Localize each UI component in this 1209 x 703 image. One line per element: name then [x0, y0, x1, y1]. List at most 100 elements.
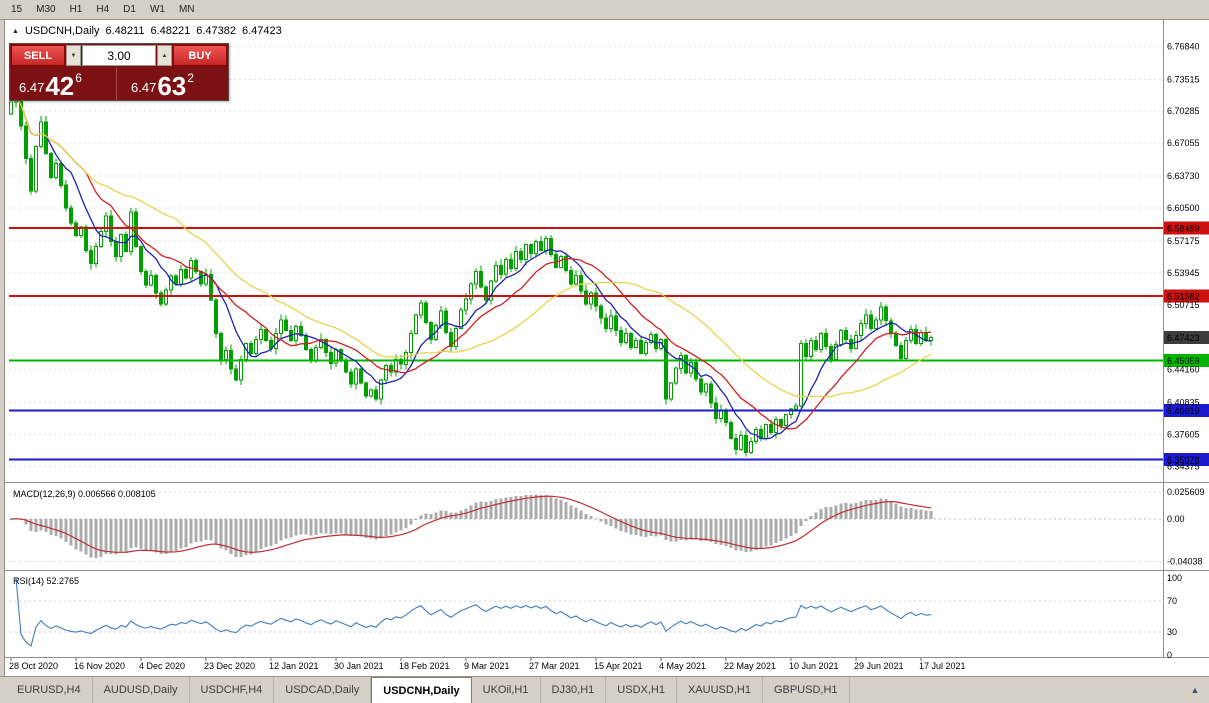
sell-button[interactable]: SELL: [11, 45, 65, 66]
buy-price-sup: 2: [187, 71, 194, 85]
chart-tabbar: EURUSD,H4 AUDUSD,Daily USDCHF,H4 USDCAD,Dai…: [0, 676, 1209, 703]
chart-window: 6.58499 6.51582 6.45059 6.40019 6.35078 6.768…: [4, 20, 1209, 677]
chart-tab-AUDUSD,Daily[interactable]: AUDUSD,Daily: [93, 677, 190, 703]
date-label: 16 Nov 2020: [74, 661, 125, 671]
sell-price-display[interactable]: 6.47 42 6: [10, 67, 116, 100]
svg-text:6.51582: 6.51582: [1167, 292, 1200, 302]
price-tick-label: 6.63730: [1167, 171, 1200, 181]
timeframe-toolbar: 15 M30 H1 H4 D1 W1 MN: [0, 0, 1209, 20]
svg-text:6.47423: 6.47423: [1167, 333, 1200, 343]
candles[interactable]: [9, 84, 933, 457]
date-label: 28 Oct 2020: [9, 661, 58, 671]
volume-increase-icon[interactable]: ▲: [157, 45, 172, 66]
hline-badge-6.35078: 6.35078: [1164, 452, 1209, 466]
price-tick-label: 6.44160: [1167, 365, 1200, 375]
date-label: 4 Dec 2020: [139, 661, 185, 671]
macd-axis-label: 0.00: [1167, 514, 1185, 524]
tab-scroll-icon[interactable]: ▲: [1190, 685, 1200, 695]
date-label: 12 Jan 2021: [269, 661, 319, 671]
rsi-axis-label: 30: [1167, 627, 1177, 637]
buy-price-base: 6.47: [131, 80, 157, 95]
price-tick-label: 6.50715: [1167, 300, 1200, 310]
trade-prices-row: 6.47 42 6 6.47 63 2: [10, 67, 228, 100]
macd-histogram: [9, 494, 933, 559]
collapse-trade-panel-icon[interactable]: ▲: [12, 27, 19, 35]
rsi-axis-label: 0: [1167, 650, 1172, 660]
date-label: 23 Dec 2020: [204, 661, 255, 671]
date-label: 9 Mar 2021: [464, 661, 510, 671]
trade-controls-row: SELL ▼ ▲ BUY: [10, 44, 228, 67]
price-tick-label: 6.73515: [1167, 74, 1200, 84]
rsi-label: RSI(14) 52.2765: [13, 576, 79, 586]
date-label: 29 Jun 2021: [854, 661, 904, 671]
date-label: 4 May 2021: [659, 661, 706, 671]
price-tick-label: 6.34375: [1167, 461, 1200, 471]
price-tick-label: 6.70285: [1167, 106, 1200, 116]
macd-signal-line: [10, 495, 932, 553]
macd-label: MACD(12,26,9) 0.006566 0.008105: [13, 489, 156, 499]
timeframe-button-W1[interactable]: W1: [149, 4, 165, 15]
ohlc-open: 6.48211: [105, 25, 145, 37]
volume-input[interactable]: [82, 45, 156, 66]
volume-decrease-icon[interactable]: ▼: [66, 45, 81, 66]
chart-tab-DJ30,H1[interactable]: DJ30,H1: [541, 677, 607, 703]
chart-tab-USDCAD,Daily[interactable]: USDCAD,Daily: [274, 677, 372, 703]
date-label: 15 Apr 2021: [594, 661, 643, 671]
date-label: 22 May 2021: [724, 661, 776, 671]
chart-ohlc-header: ▲ USDCNH,Daily 6.48211 6.48221 6.47382 6…: [12, 25, 282, 37]
price-tick-label: 6.57175: [1167, 236, 1200, 246]
sell-price-base: 6.47: [19, 80, 45, 95]
macd-axis-label: -0.04038: [1167, 557, 1203, 567]
chart-tab-UKOil,H1[interactable]: UKOil,H1: [472, 677, 541, 703]
rsi-axis-label: 100: [1167, 573, 1182, 583]
chart-tab-XAUUSD,H1[interactable]: XAUUSD,H1: [677, 677, 763, 703]
ohlc-low: 6.47382: [196, 25, 236, 37]
price-tick-label: 6.40835: [1167, 398, 1200, 408]
date-label: 18 Feb 2021: [399, 661, 450, 671]
svg-text:6.58499: 6.58499: [1167, 223, 1200, 233]
one-click-trading-panel: SELL ▼ ▲ BUY 6.47 42 6 6.47 63 2: [9, 43, 229, 101]
current-price-badge: 6.47423: [1164, 330, 1209, 344]
price-tick-label: 6.76840: [1167, 41, 1200, 51]
svg-text:6.35078: 6.35078: [1167, 455, 1200, 465]
ohlc-high: 6.48221: [150, 25, 191, 37]
moving-average-8: [10, 94, 932, 440]
sell-price-sup: 6: [75, 71, 82, 85]
date-label: 30 Jan 2021: [334, 661, 384, 671]
svg-text:6.45059: 6.45059: [1167, 356, 1200, 366]
hline-badge-6.45059: 6.45059: [1164, 354, 1209, 368]
timeframe-button-M30[interactable]: M30: [36, 4, 56, 15]
date-axis[interactable]: 28 Oct 2020 16 Nov 2020 4 Dec 2020 23 Dec 2…: [9, 658, 966, 671]
price-tick-label: 6.60500: [1167, 203, 1200, 213]
price-tick-label: 6.53945: [1167, 268, 1200, 278]
chart-tab-GBPUSD,H1[interactable]: GBPUSD,H1: [763, 677, 850, 703]
svg-text:6.40019: 6.40019: [1167, 406, 1200, 416]
date-label: 10 Jun 2021: [789, 661, 839, 671]
buy-button[interactable]: BUY: [173, 45, 227, 66]
timeframe-button-H1[interactable]: H1: [69, 4, 83, 15]
date-label: 27 Mar 2021: [529, 661, 580, 671]
ohlc-close: 6.47423: [241, 25, 282, 37]
buy-price-display[interactable]: 6.47 63 2: [116, 67, 228, 100]
moving-average-16: [10, 94, 932, 430]
rsi-axis-label: 70: [1167, 596, 1177, 606]
price-chart-canvas[interactable]: 6.58499 6.51582 6.45059 6.40019 6.35078 6.768…: [5, 20, 1209, 677]
date-label: 17 Jul 2021: [919, 661, 966, 671]
moving-average-34: [10, 94, 932, 398]
timeframe-button-MN[interactable]: MN: [178, 4, 195, 15]
chart-tab-USDCNH,Daily[interactable]: USDCNH,Daily: [371, 677, 472, 703]
chart-symbol-label: USDCNH,Daily: [24, 25, 100, 37]
hline-badge-6.40019: 6.40019: [1164, 404, 1209, 418]
timeframe-button-D1[interactable]: D1: [123, 4, 136, 15]
hline-badge-6.58499: 6.58499: [1164, 221, 1209, 235]
timeframe-button-H4[interactable]: H4: [96, 4, 110, 15]
chart-tab-USDX,H1[interactable]: USDX,H1: [606, 677, 677, 703]
buy-price-big: 63: [157, 70, 187, 101]
price-tick-label: 6.37605: [1167, 429, 1200, 439]
price-tick-label: 6.67055: [1167, 138, 1200, 148]
rsi-line: [15, 577, 932, 647]
chart-tab-EURUSD,H4[interactable]: EURUSD,H4: [6, 677, 93, 703]
macd-axis-label: 0.025609: [1167, 487, 1205, 497]
timeframe-button-15[interactable]: 15: [11, 4, 23, 15]
chart-tab-USDCHF,H4[interactable]: USDCHF,H4: [190, 677, 275, 703]
